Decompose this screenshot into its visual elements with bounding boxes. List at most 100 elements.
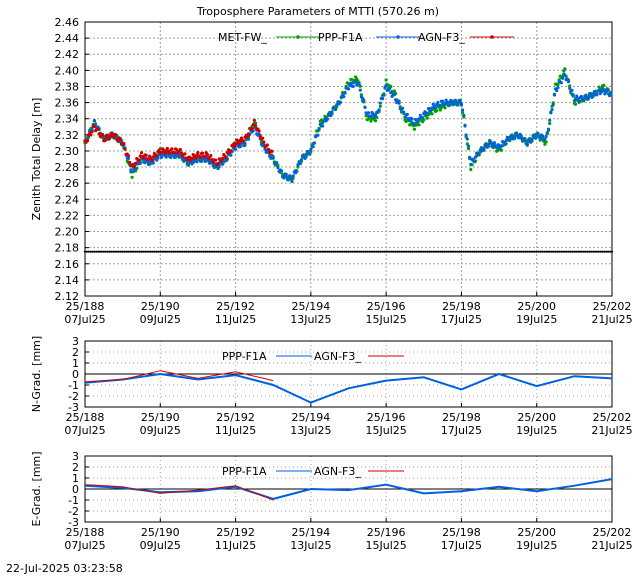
data-point: [421, 116, 425, 120]
data-point: [221, 162, 225, 166]
data-point: [146, 162, 151, 166]
y-tick-label: 2.46: [55, 16, 80, 29]
data-point: [210, 158, 214, 162]
data-point: [295, 169, 299, 173]
data-point: [599, 90, 604, 94]
data-point: [175, 148, 179, 152]
data-point: [412, 122, 416, 126]
data-point: [608, 94, 612, 98]
reference-point: [441, 250, 444, 253]
reference-point: [403, 250, 407, 253]
x-tick-label-doy: 25/196: [367, 411, 406, 424]
reference-point: [236, 250, 239, 253]
reference-point: [307, 250, 311, 253]
data-point: [330, 110, 334, 114]
x-tick-label-doy: 25/196: [367, 300, 406, 313]
reference-point: [546, 250, 550, 253]
reference-point: [354, 250, 358, 253]
reference-point: [567, 250, 570, 253]
reference-point: [161, 250, 164, 253]
x-tick-label-doy: 25/190: [141, 300, 180, 313]
reference-point: [610, 250, 614, 253]
data-point: [559, 81, 564, 85]
reference-point: [110, 250, 113, 253]
data-point: [201, 151, 205, 155]
data-point: [417, 123, 421, 127]
reference-point: [364, 250, 367, 253]
y-tick-label: 2.44: [55, 32, 80, 45]
reference-point: [522, 250, 525, 253]
data-point: [362, 98, 366, 102]
y-tick-label: 2.32: [55, 129, 80, 142]
data-point: [436, 100, 440, 105]
x-tick-label-date: 07Jul25: [64, 313, 105, 326]
data-point: [229, 153, 233, 157]
reference-point: [341, 250, 344, 253]
y-tick-label: 2.12: [55, 290, 80, 303]
data-point: [402, 110, 406, 114]
data-point: [252, 118, 256, 122]
data-point: [597, 88, 601, 93]
data-point: [130, 169, 134, 173]
reference-point: [336, 250, 339, 253]
reference-point: [98, 250, 102, 253]
reference-point: [164, 250, 168, 253]
data-point: [334, 107, 338, 112]
reference-point: [332, 250, 335, 253]
legend-marker: [396, 35, 400, 39]
reference-point: [435, 250, 439, 253]
reference-point: [140, 250, 143, 253]
data-point: [429, 109, 433, 113]
legend-label: PPP-F1A: [222, 465, 267, 478]
data-point: [381, 97, 385, 101]
reference-point: [473, 250, 476, 253]
data-point: [404, 119, 408, 124]
data-point: [216, 166, 220, 171]
data-point: [203, 154, 207, 158]
data-point: [563, 73, 567, 77]
data-point: [246, 132, 251, 136]
reference-point: [529, 250, 533, 253]
reference-point: [287, 250, 290, 253]
x-tick-label-date: 15Jul25: [366, 539, 407, 552]
data-point: [186, 161, 191, 166]
reference-point: [185, 250, 188, 253]
x-tick-label-date: 19Jul25: [516, 424, 557, 437]
y-tick-label: 0: [72, 483, 79, 496]
data-point: [142, 156, 146, 160]
x-tick-label-doy: 25/190: [141, 526, 180, 539]
reference-point: [95, 250, 98, 253]
data-point: [92, 119, 96, 123]
reference-point: [490, 250, 493, 253]
data-point: [239, 136, 244, 140]
reference-point: [129, 250, 132, 253]
data-point: [132, 164, 136, 168]
data-point: [582, 98, 586, 102]
reference-point: [253, 250, 256, 253]
reference-point: [317, 250, 320, 253]
reference-point: [130, 250, 134, 253]
data-point: [261, 136, 265, 140]
x-tick-label-date: 17Jul25: [441, 424, 482, 437]
data-point: [134, 161, 138, 165]
reference-point: [552, 250, 555, 253]
reference-point: [283, 250, 286, 253]
data-point: [254, 124, 258, 128]
reference-point: [447, 250, 450, 253]
data-point: [144, 153, 148, 157]
reference-point: [349, 250, 352, 253]
reference-point: [462, 250, 465, 253]
y-tick-label: -1: [68, 379, 79, 392]
data-point: [234, 142, 238, 146]
data-point: [541, 134, 545, 138]
reference-point: [202, 250, 205, 253]
data-point: [383, 86, 387, 90]
data-point: [209, 154, 213, 158]
data-point: [170, 147, 174, 151]
data-point: [303, 156, 307, 160]
x-tick-label-date: 07Jul25: [64, 424, 105, 437]
y-tick-label: 2.30: [55, 145, 80, 158]
reference-point: [330, 250, 333, 253]
reference-point: [247, 250, 250, 253]
reference-point: [153, 250, 156, 253]
